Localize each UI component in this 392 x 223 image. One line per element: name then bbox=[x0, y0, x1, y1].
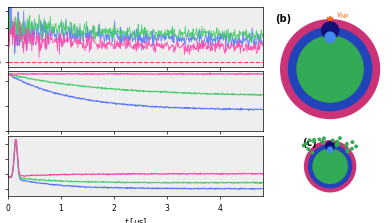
Text: (b): (b) bbox=[275, 14, 291, 24]
Circle shape bbox=[305, 141, 356, 192]
Circle shape bbox=[305, 142, 307, 145]
Circle shape bbox=[321, 22, 339, 39]
Circle shape bbox=[313, 138, 315, 141]
Circle shape bbox=[326, 142, 334, 151]
Circle shape bbox=[346, 150, 348, 153]
Circle shape bbox=[311, 151, 314, 154]
Circle shape bbox=[346, 142, 348, 145]
Circle shape bbox=[289, 27, 372, 111]
Circle shape bbox=[355, 145, 358, 148]
Legend: b1 (reverse), b2 (half-turn), b3 (normal): b1 (reverse), b2 (half-turn), b3 (normal… bbox=[33, 0, 238, 2]
Circle shape bbox=[351, 147, 353, 150]
Circle shape bbox=[307, 148, 310, 150]
Circle shape bbox=[309, 139, 311, 141]
Circle shape bbox=[325, 32, 335, 42]
Text: $v_\mathrm{NP}$: $v_\mathrm{NP}$ bbox=[336, 10, 349, 21]
Circle shape bbox=[297, 36, 363, 102]
Text: (c): (c) bbox=[302, 138, 316, 148]
Circle shape bbox=[322, 142, 325, 144]
X-axis label: $t$ [$\mu$s]: $t$ [$\mu$s] bbox=[123, 216, 147, 223]
Circle shape bbox=[339, 137, 341, 139]
Circle shape bbox=[327, 147, 333, 153]
Circle shape bbox=[345, 144, 348, 147]
Circle shape bbox=[313, 140, 315, 142]
Circle shape bbox=[303, 144, 305, 147]
Circle shape bbox=[313, 149, 347, 183]
Circle shape bbox=[336, 140, 338, 143]
Circle shape bbox=[309, 145, 352, 188]
Circle shape bbox=[331, 139, 334, 142]
Circle shape bbox=[346, 149, 349, 151]
Circle shape bbox=[318, 138, 320, 140]
Circle shape bbox=[321, 140, 323, 143]
Circle shape bbox=[323, 137, 325, 140]
Circle shape bbox=[351, 141, 354, 143]
Circle shape bbox=[337, 143, 339, 145]
Circle shape bbox=[335, 144, 338, 147]
Circle shape bbox=[281, 20, 379, 118]
